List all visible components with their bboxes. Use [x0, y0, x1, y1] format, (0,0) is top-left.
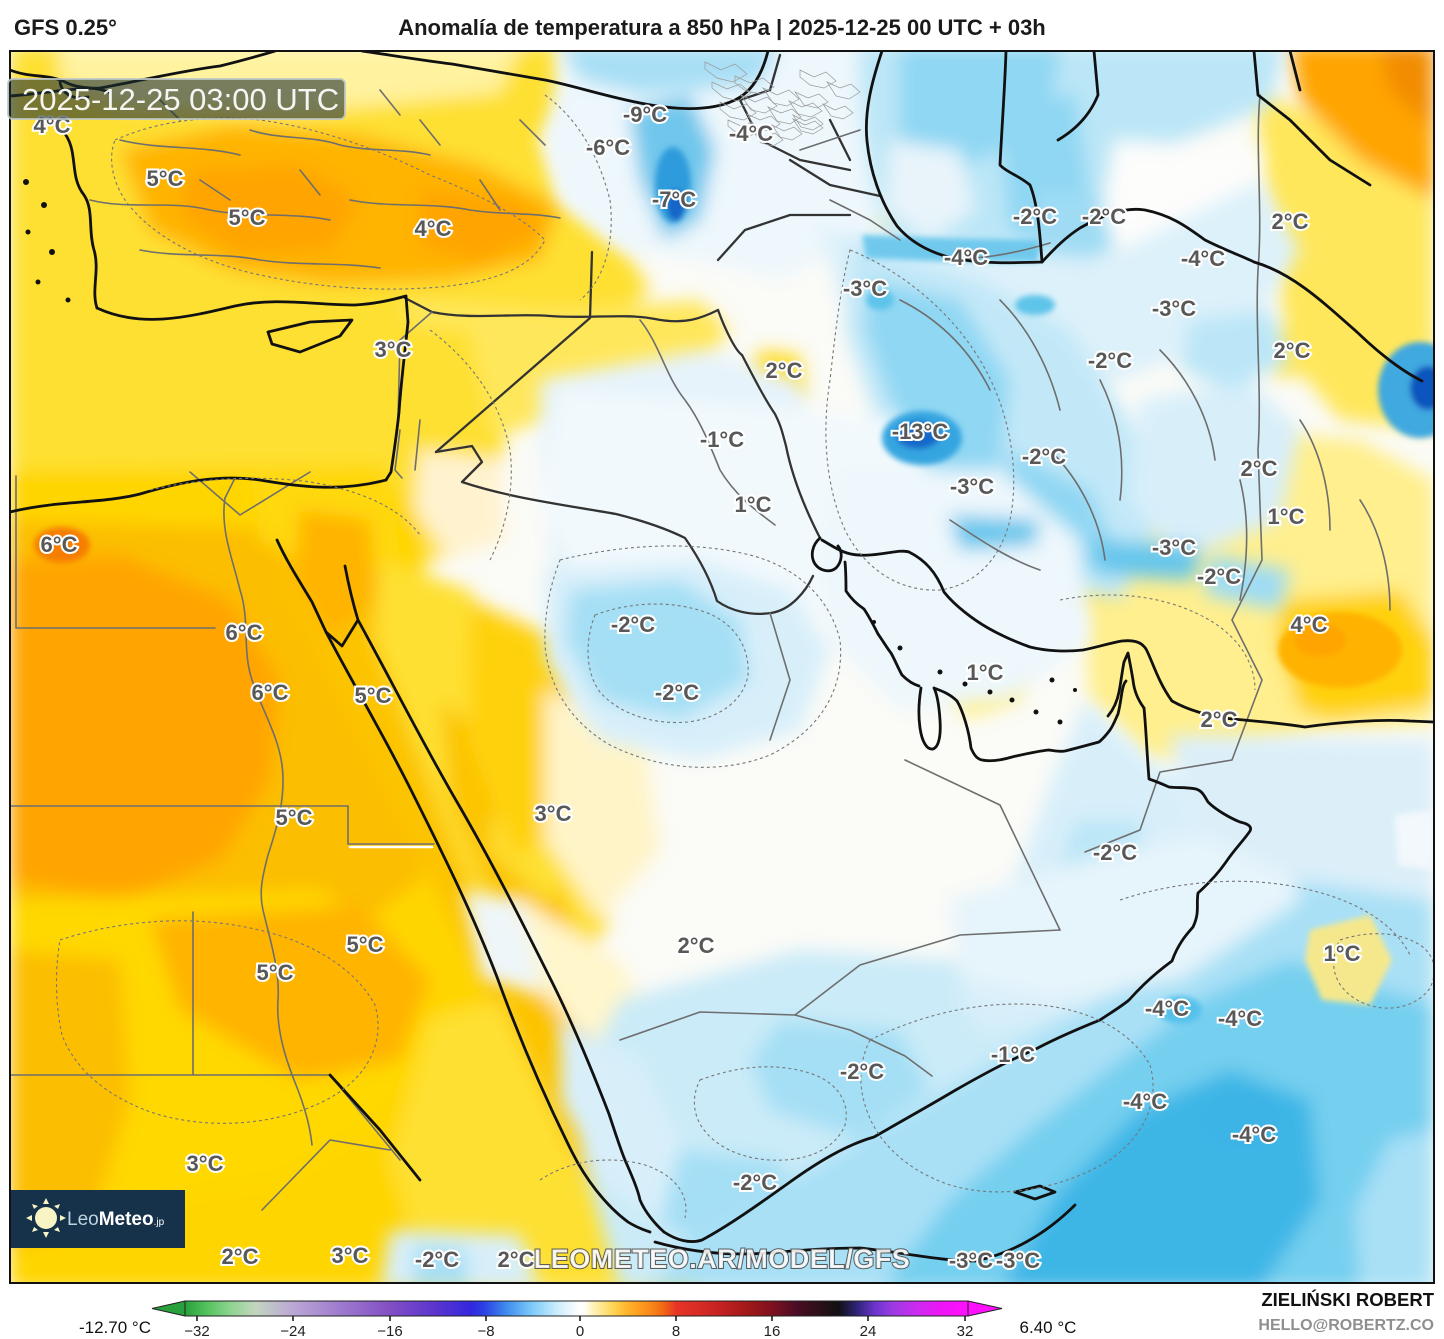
- svg-text:-3°C: -3°C: [1152, 296, 1196, 321]
- svg-text:5°C: 5°C: [147, 166, 184, 191]
- svg-text:8: 8: [672, 1323, 680, 1339]
- svg-text:−16: −16: [377, 1323, 402, 1339]
- svg-text:3°C: 3°C: [375, 337, 412, 362]
- svg-text:2°C: 2°C: [1201, 707, 1238, 732]
- svg-text:-2°C: -2°C: [415, 1247, 459, 1272]
- svg-text:-3°C: -3°C: [949, 1248, 993, 1273]
- svg-text:-1°C: -1°C: [700, 427, 744, 452]
- svg-text:GFS 0.25°: GFS 0.25°: [14, 15, 117, 40]
- svg-text:−24: −24: [280, 1323, 305, 1339]
- svg-text:-4°C: -4°C: [1145, 996, 1189, 1021]
- svg-text:LeoMeteo.jp: LeoMeteo.jp: [67, 1209, 165, 1230]
- svg-text:3°C: 3°C: [187, 1151, 224, 1176]
- svg-text:-2°C: -2°C: [1088, 348, 1132, 373]
- svg-text:-2°C: -2°C: [1082, 204, 1126, 229]
- svg-text:1°C: 1°C: [1324, 941, 1361, 966]
- svg-text:4°C: 4°C: [415, 216, 452, 241]
- svg-text:0: 0: [576, 1323, 584, 1339]
- svg-text:−8: −8: [477, 1323, 494, 1339]
- svg-text:2°C: 2°C: [1241, 456, 1278, 481]
- svg-text:5°C: 5°C: [229, 205, 266, 230]
- svg-text:-2°C: -2°C: [1093, 840, 1137, 865]
- svg-text:24: 24: [860, 1323, 877, 1339]
- svg-text:16: 16: [764, 1323, 781, 1339]
- svg-text:3°C: 3°C: [332, 1243, 369, 1268]
- svg-text:-2°C: -2°C: [1197, 564, 1241, 589]
- svg-text:-1°C: -1°C: [991, 1042, 1035, 1067]
- svg-text:2°C: 2°C: [1272, 209, 1309, 234]
- svg-text:-13°C: -13°C: [892, 419, 949, 444]
- svg-text:-2°C: -2°C: [611, 612, 655, 637]
- svg-text:-6°C: -6°C: [586, 135, 630, 160]
- svg-text:-4°C: -4°C: [944, 245, 988, 270]
- svg-text:6.40 °C: 6.40 °C: [1020, 1318, 1077, 1337]
- svg-text:1°C: 1°C: [1268, 504, 1305, 529]
- svg-text:-12.70 °C: -12.70 °C: [79, 1318, 151, 1337]
- svg-text:ZIELIŃSKI ROBERT: ZIELIŃSKI ROBERT: [1261, 1289, 1434, 1310]
- svg-text:-2°C: -2°C: [1013, 204, 1057, 229]
- svg-text:32: 32: [957, 1323, 974, 1339]
- svg-text:2°C: 2°C: [766, 358, 803, 383]
- svg-text:-2°C: -2°C: [1022, 444, 1066, 469]
- svg-text:HELLO@ROBERTZ.CO: HELLO@ROBERTZ.CO: [1258, 1317, 1434, 1334]
- svg-text:-9°C: -9°C: [623, 102, 667, 127]
- svg-text:-3°C: -3°C: [1152, 535, 1196, 560]
- svg-text:1°C: 1°C: [735, 492, 772, 517]
- svg-text:-4°C: -4°C: [1232, 1122, 1276, 1147]
- svg-text:5°C: 5°C: [257, 960, 294, 985]
- svg-text:5°C: 5°C: [276, 805, 313, 830]
- svg-text:5°C: 5°C: [355, 683, 392, 708]
- svg-text:-2°C: -2°C: [840, 1059, 884, 1084]
- svg-text:LEOMETEO.AR/MODEL/GFS: LEOMETEO.AR/MODEL/GFS: [534, 1244, 911, 1274]
- svg-text:2°C: 2°C: [1274, 338, 1311, 363]
- svg-text:6°C: 6°C: [41, 532, 78, 557]
- svg-text:-4°C: -4°C: [1181, 246, 1225, 271]
- svg-text:1°C: 1°C: [967, 660, 1004, 685]
- svg-text:2°C: 2°C: [222, 1244, 259, 1269]
- svg-text:3°C: 3°C: [535, 801, 572, 826]
- svg-text:Anomalía de temperatura a 850: Anomalía de temperatura a 850 hPa | 2025…: [398, 15, 1046, 40]
- svg-text:2°C: 2°C: [498, 1247, 535, 1272]
- svg-text:-3°C: -3°C: [950, 474, 994, 499]
- svg-text:-2°C: -2°C: [655, 680, 699, 705]
- svg-text:4°C: 4°C: [1291, 612, 1328, 637]
- svg-text:2025-12-25 03:00 UTC: 2025-12-25 03:00 UTC: [22, 82, 339, 117]
- svg-text:6°C: 6°C: [252, 680, 289, 705]
- svg-text:−32: −32: [184, 1323, 209, 1339]
- svg-text:-3°C: -3°C: [843, 276, 887, 301]
- svg-text:-4°C: -4°C: [729, 121, 773, 146]
- svg-text:-3°C: -3°C: [996, 1248, 1040, 1273]
- svg-text:2°C: 2°C: [678, 933, 715, 958]
- svg-text:5°C: 5°C: [347, 932, 384, 957]
- svg-text:-2°C: -2°C: [733, 1170, 777, 1195]
- svg-text:6°C: 6°C: [226, 620, 263, 645]
- svg-text:-4°C: -4°C: [1123, 1089, 1167, 1114]
- svg-text:-4°C: -4°C: [1218, 1006, 1262, 1031]
- svg-text:-7°C: -7°C: [652, 187, 696, 212]
